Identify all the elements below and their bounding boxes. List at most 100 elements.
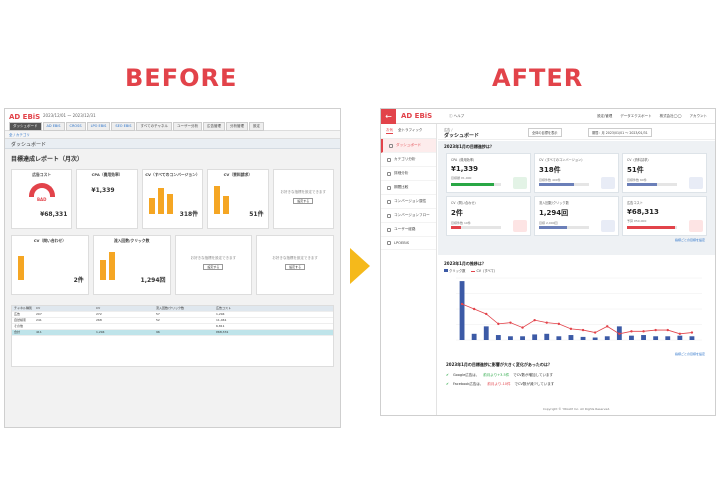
bar-clicks bbox=[532, 334, 538, 340]
before-tab-analysis[interactable]: 分析管理 bbox=[225, 122, 248, 131]
card-title: CV（問い合わせ） bbox=[451, 201, 478, 205]
table-header: 広告コスト bbox=[216, 306, 232, 310]
legend-cv[interactable]: CV（すべて） bbox=[471, 268, 497, 273]
table-cell: 1,294 bbox=[96, 330, 105, 334]
path-icon bbox=[387, 227, 391, 232]
before-tab-dashboard[interactable]: ダッシュボード bbox=[9, 122, 42, 131]
period-select[interactable]: 期間：月 2023/01/01 〜 2023/01/31 bbox=[588, 128, 652, 137]
table-cell: 272 bbox=[96, 312, 102, 316]
before-page-bar: ダッシュボード bbox=[5, 139, 340, 149]
point-cv bbox=[666, 328, 669, 332]
sidebar-item-label: ユーザー経路 bbox=[394, 227, 416, 231]
before-tabs: ダッシュボード AD EBiS CROSS LPO EBiS SEO EBiS … bbox=[9, 122, 264, 131]
goal-card[interactable]: CV（問い合わせ） 2件 目標件数 10件 bbox=[446, 196, 531, 236]
before-tab-adebis[interactable]: AD EBiS bbox=[42, 122, 65, 131]
bar-clicks bbox=[556, 336, 562, 340]
table-cell: 1,294 bbox=[216, 312, 225, 316]
sidebar-item-cv-attr[interactable]: コンバージョン属性 bbox=[381, 195, 436, 209]
back-arrow-icon[interactable]: ← bbox=[381, 109, 396, 124]
sidebar-item-dashboard[interactable]: ダッシュボード bbox=[381, 139, 436, 153]
sidebar-tab-favorite[interactable]: お気 bbox=[386, 128, 393, 134]
goal-setting-link[interactable]: 指標ごとの目標を設定 bbox=[675, 238, 705, 242]
help-link[interactable]: ⓘ ヘルプ bbox=[449, 114, 465, 118]
before-status: BAD bbox=[36, 197, 47, 202]
before-tab-settings[interactable]: 設定 bbox=[248, 122, 264, 131]
table-cell: 合計 bbox=[14, 330, 21, 334]
sidebar-item-label: カテゴリ分析 bbox=[394, 157, 416, 161]
sidebar-item-detail[interactable]: 詳細分析 bbox=[381, 167, 436, 181]
goal-select[interactable]: 全体の目標を表示 bbox=[528, 128, 562, 137]
before-mini-bars bbox=[18, 256, 24, 280]
after-logo: AD EBiS bbox=[401, 112, 433, 120]
table-cell: 自然検索 bbox=[14, 318, 27, 322]
page-title: ダッシュボード bbox=[444, 133, 480, 139]
card-title: 広告コスト bbox=[627, 201, 643, 205]
table-cell: 57 bbox=[156, 312, 160, 316]
card-title: CV（すべてのコンバージョン） bbox=[539, 158, 585, 162]
legend-clicks[interactable]: クリック数 bbox=[444, 268, 465, 273]
before-tab-lpo[interactable]: LPO EBiS bbox=[86, 122, 111, 131]
before-mini-bars bbox=[214, 186, 230, 214]
footer: Copyright © YRGLM Inc. All Rights Reserv… bbox=[542, 407, 611, 411]
sidebar-item-label: LPOEBiS bbox=[394, 241, 410, 245]
status-badge-icon bbox=[689, 220, 703, 232]
card-target: 目標額 ¥1,000 bbox=[451, 176, 472, 180]
sidebar-item-lpo[interactable]: LPOEBiS bbox=[381, 237, 436, 250]
goal-card[interactable]: CV（資料請求） 51件 目標件数 60件 bbox=[622, 153, 707, 193]
before-setup-button[interactable]: 設定する bbox=[203, 264, 224, 270]
goal-card[interactable]: 広告コスト ¥68,313 予算 ¥50,000 bbox=[622, 196, 707, 236]
before-tab-cross[interactable]: CROSS bbox=[65, 122, 86, 131]
point-cv bbox=[497, 322, 500, 326]
goal-card[interactable]: CPA（費用効率） ¥1,339 目標額 ¥1,000 bbox=[446, 153, 531, 193]
before-setup-button[interactable]: 設定する bbox=[293, 198, 314, 204]
before-date-range[interactable]: 2023/12/01 〜 2023/12/31 bbox=[43, 113, 96, 118]
table-cell: 52 bbox=[156, 318, 160, 322]
bar-clicks bbox=[508, 336, 513, 340]
bar-clicks bbox=[580, 336, 586, 340]
before-tab-ad[interactable]: 広告管理 bbox=[202, 122, 225, 131]
before-card-title: 流入回数/クリック数 bbox=[113, 238, 150, 243]
line-cv bbox=[461, 303, 692, 335]
sidebar-item-cv-flow[interactable]: コンバージョンフロー bbox=[381, 209, 436, 223]
note-text: Facebook広告は、 bbox=[452, 382, 484, 386]
after-page-header: 広告 / ダッシュボード 全体の目標を表示 期間：月 2023/01/01 〜 … bbox=[438, 124, 715, 140]
bar-clicks bbox=[483, 326, 489, 340]
impact-note: ✔ Facebook広告は、 前月より-10件 でCV数が減少しています bbox=[446, 380, 707, 389]
card-target: 予算 ¥50,000 bbox=[627, 219, 647, 223]
before-card-value: 2件 bbox=[73, 277, 84, 284]
point-cv bbox=[545, 321, 548, 324]
point-cv bbox=[533, 318, 536, 322]
nav-company[interactable]: 株式会社◯◯ bbox=[659, 114, 682, 118]
before-setup-button[interactable]: 設定する bbox=[285, 264, 306, 270]
sidebar-tab-traffic[interactable]: 全トラフィック bbox=[398, 128, 423, 132]
card-title: CPA（費用効率） bbox=[451, 158, 477, 162]
sidebar-item-user-path[interactable]: ユーザー経路 bbox=[381, 223, 436, 237]
point-cv bbox=[581, 328, 585, 332]
before-card-title: 広告コスト bbox=[32, 172, 52, 177]
impact-section: 2023年1月の目標進捗に影響が大きく変化があったのは？ ✔ Google広告は、… bbox=[446, 362, 707, 389]
sidebar-item-category[interactable]: カテゴリ分析 bbox=[381, 153, 436, 167]
goal-card[interactable]: CV（すべてのコンバージョン） 318件 目標件数 400件 bbox=[534, 153, 619, 193]
note-highlight: 前月より+3.5件 bbox=[483, 373, 510, 377]
note-text: Google広告は、 bbox=[452, 373, 480, 377]
trend-setting-link[interactable]: 指標ごとの目標を設定 bbox=[675, 352, 705, 356]
nav-account[interactable]: アカウント bbox=[689, 114, 708, 118]
before-card-cost: 広告コスト BAD ¥68,331 bbox=[11, 169, 73, 229]
nav-export[interactable]: データエクスポート bbox=[620, 114, 652, 118]
nav-settings[interactable]: 設定/管理 bbox=[597, 114, 613, 118]
before-tab-channels[interactable]: すべてのチャネル bbox=[136, 122, 173, 131]
table-cell: 11,461 bbox=[216, 318, 227, 322]
before-subnav[interactable]: 全 / カテゴリ bbox=[5, 131, 340, 139]
table-cell: 96 bbox=[156, 330, 160, 334]
before-table: チャネル種別 CV CV 流入回数/クリック数 広告コスト 広告 207 272 57… bbox=[11, 305, 334, 367]
before-tab-user[interactable]: ユーザー分析 bbox=[173, 122, 202, 131]
sidebar-item-label: コンバージョン属性 bbox=[394, 199, 427, 203]
bar-clicks bbox=[629, 335, 634, 340]
before-tab-seo[interactable]: SEO EBiS bbox=[111, 122, 136, 131]
card-value: ¥1,339 bbox=[451, 165, 479, 173]
sidebar-item-compare[interactable]: 期間比較 bbox=[381, 181, 436, 195]
goal-card[interactable]: 流入回数/クリック数 1,294回 目標 2,000回 bbox=[534, 196, 619, 236]
before-card-title: CV（問い合わせ） bbox=[33, 238, 67, 243]
after-sidebar: お気 全トラフィック ダッシュボード カテゴリ分析 詳細分析 期間比較 コンバー… bbox=[381, 124, 437, 415]
breadcrumb: 広告 / bbox=[444, 128, 453, 132]
